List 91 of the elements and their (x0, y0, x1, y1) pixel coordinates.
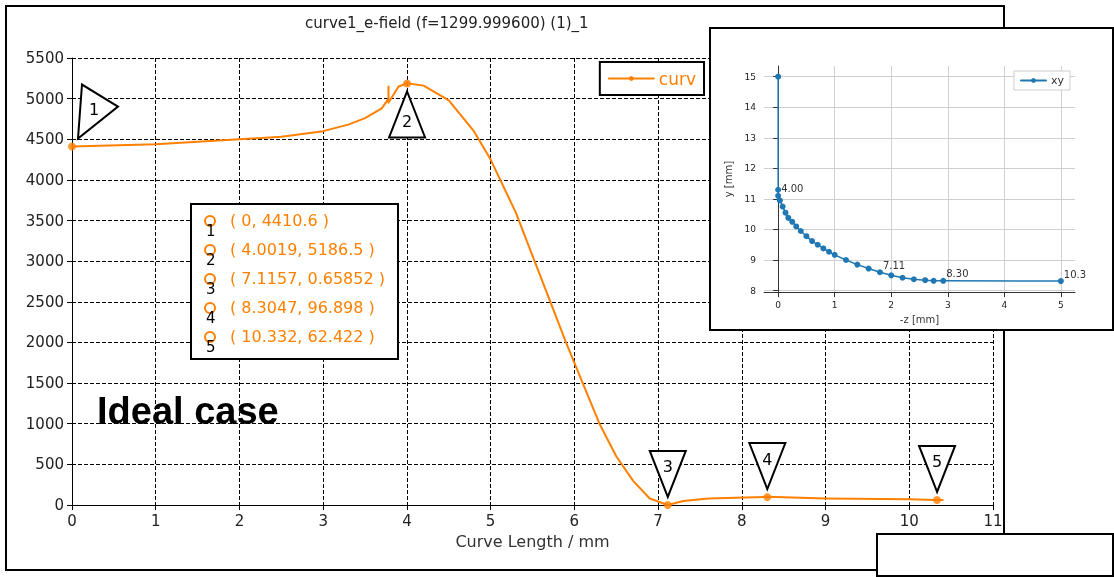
point (775, 192, 782, 199)
y-tick-label: 15 (744, 71, 756, 82)
point (803, 233, 810, 240)
annotation: 4 (762, 449, 773, 469)
text: 2 (206, 251, 216, 269)
point (814, 241, 821, 248)
x-tick-label: 3 (318, 511, 328, 530)
annotation: 3 (662, 457, 673, 477)
annotation: 7.11 (882, 259, 906, 271)
legend-label: curv (658, 68, 696, 89)
legend-label: xy (1050, 74, 1065, 87)
point (854, 261, 861, 268)
y-tick-label: 5500 (25, 49, 64, 67)
x-tick-label: 6 (569, 511, 580, 530)
point (831, 251, 838, 258)
x-tick-label: 1 (831, 299, 838, 310)
point (793, 223, 800, 230)
annotation: 8.30 (946, 268, 969, 280)
x-tick-label: 0 (67, 511, 77, 530)
x-tick-label: 5 (1058, 299, 1064, 310)
annotation: ( 8.3047, 96.898 ) (230, 298, 375, 317)
y-tick-label: 11 (744, 193, 756, 204)
y-tick-label: 0 (54, 496, 64, 514)
point (865, 265, 872, 272)
point (797, 227, 804, 234)
y-tick-label: 3000 (25, 252, 64, 271)
x-tick-label: 1 (150, 511, 161, 530)
y-tick-label: 5000 (25, 89, 64, 108)
y-tick-label: 14 (744, 102, 757, 113)
point (809, 238, 816, 245)
point (776, 197, 783, 204)
point (843, 257, 849, 264)
point (888, 272, 895, 279)
annotation: 4.00 (781, 183, 804, 195)
point (763, 493, 772, 502)
y-tick-label: 4500 (25, 130, 64, 149)
text: 3 (206, 280, 216, 298)
x-tick-label: 5 (485, 511, 496, 530)
point (789, 218, 796, 225)
annotation: 10.3 (1063, 268, 1087, 280)
x-tick-label: 11 (983, 511, 1003, 530)
annotation: ( 0, 4410.6 ) (230, 211, 329, 230)
annotation: 5 (931, 452, 943, 472)
annotation: ( 4.0019, 5186.5 ) (230, 240, 375, 259)
x-tick-label: 4 (1001, 299, 1008, 310)
x-tick-label: 10 (899, 511, 919, 530)
y-tick-label: 1000 (25, 414, 64, 433)
point (899, 274, 906, 281)
y-tick-label: 2500 (25, 292, 64, 311)
y-tick-label: 8 (750, 285, 757, 296)
point (933, 495, 942, 504)
annotation: ( 10.332, 62.422 ) (230, 327, 375, 346)
annotation: 2 (401, 111, 413, 131)
point (403, 79, 412, 88)
point (820, 245, 827, 252)
x-tick-label: 9 (820, 511, 831, 530)
x-tick-label: 0 (775, 299, 782, 310)
point (785, 214, 792, 221)
y-tick-label: 10 (744, 224, 757, 235)
x-axis-title: -z [mm] (899, 313, 940, 325)
text: 5 (206, 338, 216, 356)
x-tick-label: 2 (888, 299, 895, 310)
x-tick-label: 2 (234, 511, 245, 530)
y-tick-label: 1500 (25, 374, 64, 393)
point (663, 500, 672, 509)
annotation: 1 (88, 100, 100, 120)
y-tick-label: 2000 (25, 333, 64, 352)
y-tick-label: 12 (744, 163, 756, 174)
y-tick-label: 3500 (25, 211, 64, 230)
x-tick-label: 7 (653, 511, 663, 530)
y-tick-label: 13 (744, 132, 756, 143)
point (910, 276, 917, 283)
y-tick-label: 9 (750, 255, 757, 266)
point (922, 277, 929, 284)
point (1057, 278, 1064, 285)
annotation: ( 7.1157, 0.65852 ) (230, 269, 385, 288)
x-tick-label: 3 (944, 299, 951, 310)
point (779, 203, 786, 210)
x-tick-label: 4 (402, 511, 412, 530)
x-axis-title: Curve Length / mm (455, 532, 610, 551)
point (930, 277, 937, 284)
y-tick-label: 4000 (25, 170, 64, 189)
text: 1 (206, 222, 216, 240)
y-axis-title: y [mm] (723, 160, 735, 198)
point (940, 277, 947, 284)
point (826, 248, 833, 255)
point (876, 269, 883, 276)
annotation: Ideal case (97, 390, 279, 433)
chart-title: curve1_e-field (f=1299.999600) (1)_1 (305, 13, 589, 33)
y-tick-label: 500 (35, 455, 64, 474)
point (68, 142, 76, 151)
